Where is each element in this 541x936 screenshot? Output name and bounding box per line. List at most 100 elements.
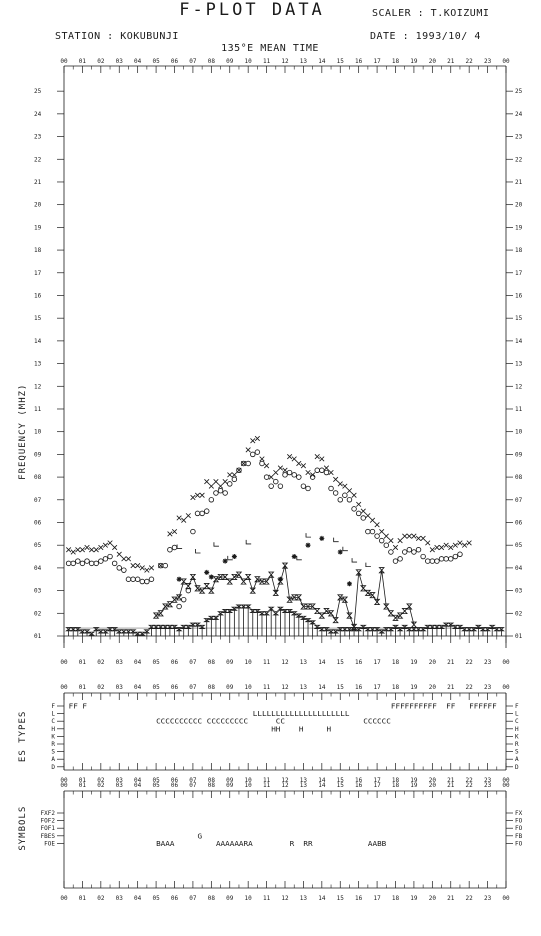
es-code-run: CCCCCCCCCC [156,718,202,726]
top-hour-tick-label: 22 [466,58,474,65]
minimum-frequency-point [263,611,271,616]
bottom-hour-tick-label: 18 [392,659,400,666]
symbols-code-run: R [290,840,295,848]
symbols-top-hour-tick-label: 04 [134,782,142,789]
hourglass-point [244,573,252,581]
fof2-circle-point [70,560,76,567]
l-marker-point [195,549,201,554]
symbols-top-hour-tick-label: 03 [116,782,124,789]
minimum-frequency-point [194,622,202,627]
frequency-tick-label-right: 02 [515,610,523,617]
hourglass-point [212,576,220,583]
minimum-frequency-point [134,631,142,636]
fof2-cross-point [323,465,330,471]
hourglass-point [272,589,280,596]
fof2-cross-point [277,465,283,471]
minimum-frequency-point [497,627,505,632]
hourglass-point [208,587,215,594]
fof2-circle-point [79,560,86,567]
minimum-frequency-point [97,629,105,634]
fof2-cross-point [420,535,426,541]
hourglass-point [392,614,399,621]
frequency-tick-label-right: 05 [515,542,523,549]
symbols-bottom-hour-tick-label: 02 [97,895,105,902]
minimum-frequency-point [198,624,206,629]
hourglass-point [189,573,197,581]
hourglass-point [171,596,178,603]
hourglass-point [249,587,257,594]
frequency-axis-label: FREQUENCY (MHZ) [18,384,28,480]
hourglass-point [240,578,247,585]
frequency-tick-label-right: 06 [515,519,523,526]
fof2-circle-point [277,483,284,489]
fof2-circle-point [314,467,320,474]
frequency-tick-label-right: 23 [515,134,523,141]
fof2-cross-point [144,567,150,573]
es-top-hour-tick-label: 18 [392,684,400,691]
fof2-circle-point [420,553,426,560]
hourglass-point [318,612,326,619]
fof2-circle-point [75,558,81,564]
es-code-run: LLLLLLLLLLLLLLLLLLLLL [253,710,350,718]
fof2-circle-point [107,553,113,560]
minimum-frequency-point [74,627,82,632]
fof2-circle-point [236,467,242,474]
es-bottom-hour-tick-label: 03 [116,777,124,784]
bottom-hour-tick-label: 16 [355,659,363,666]
symbols-code-run: AAAAAARA [216,840,254,848]
bottom-hour-tick-label: 23 [484,659,492,666]
es-lane-label-right: H [515,726,519,733]
star-marker-point [176,576,182,582]
minimum-frequency-point [184,624,192,629]
star-marker-point [305,542,311,548]
es-top-hour-tick-label: 00 [502,684,510,691]
es-lane-label-left: C [51,718,55,725]
hourglass-point [267,571,275,578]
bottom-hour-tick-label: 06 [171,659,179,666]
top-hour-tick-label: 19 [410,58,418,65]
es-lane-label-right: F [515,703,519,710]
minimum-frequency-point [101,629,109,634]
fof2-circle-point [84,558,90,564]
hourglass-point [281,562,289,569]
frequency-tick-label-left: 22 [34,156,42,163]
symbols-top-hour-tick-label: 19 [410,782,418,789]
minimum-frequency-point [157,624,165,629]
symbols-bottom-hour-tick-label: 19 [410,895,418,902]
fof2-circle-point [397,556,403,562]
fof2-circle-point [139,578,145,585]
minimum-frequency-point [479,627,487,632]
frequency-tick-label-right: 18 [515,247,523,254]
frequency-tick-label-right: 13 [515,361,523,368]
fof2-circle-point [121,567,127,573]
fof2-cross-point [148,565,155,571]
symbols-code-run: BAAA [156,840,175,848]
minimum-frequency-point [161,624,169,629]
symbols-bottom-hour-tick-label: 06 [171,895,179,902]
fof2-cross-point [254,435,260,442]
minimum-frequency-point [309,620,317,625]
top-hour-tick-label: 20 [429,58,437,65]
fof2-circle-point [250,451,256,458]
es-lane-label-right: R [515,741,519,748]
fof2-circle-point [245,460,251,467]
es-top-hour-tick-label: 01 [79,684,87,691]
minimum-frequency-point [267,606,275,611]
es-top-hour-tick-label: 21 [447,684,455,691]
fof2-cross-point [199,492,205,498]
fof2-cross-point [222,479,228,485]
symbols-top-hour-tick-label: 07 [189,782,197,789]
hourglass-point [277,578,284,585]
minimum-frequency-point [212,615,220,620]
fof2-cross-point [328,469,334,476]
es-bottom-hour-tick-label: 14 [318,777,326,784]
symbols-top-hour-tick-label: 11 [263,782,271,789]
fof2-circle-point [452,553,459,560]
symbols-lane-label-left: FOF1 [41,825,56,832]
fof2-cross-point [443,542,449,548]
frequency-tick-label-left: 06 [34,519,42,526]
hourglass-point [263,578,270,585]
minimum-frequency-point [129,629,137,634]
es-bottom-hour-tick-label: 00 [502,777,510,784]
